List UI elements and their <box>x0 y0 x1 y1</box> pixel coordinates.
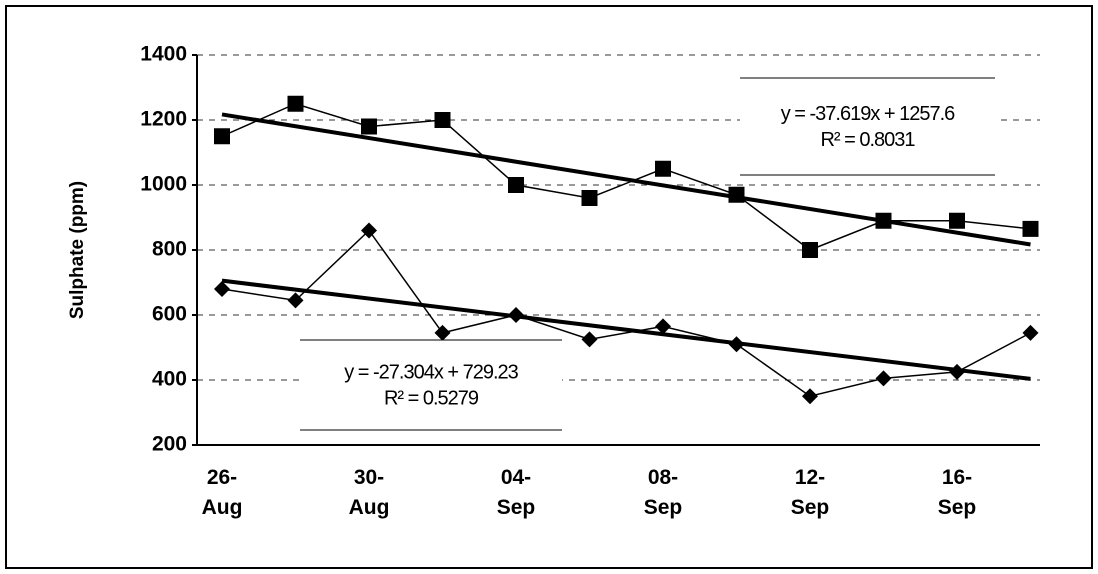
trendline-equation: R² = 0.5279 <box>384 387 479 409</box>
marker <box>949 363 965 380</box>
x-tick-label: 26- Aug <box>201 466 243 519</box>
trendline <box>221 112 1031 247</box>
y-tick-label: 600 <box>152 303 187 326</box>
marker <box>802 242 818 258</box>
y-tick-label: 800 <box>152 238 187 261</box>
y-tick-label: 1400 <box>140 43 187 66</box>
marker <box>434 324 451 341</box>
trendline-equation: R² = 0.8031 <box>820 129 915 151</box>
trendline-equation: y = -27.304x + 729.23 <box>344 361 518 383</box>
marker <box>655 160 671 177</box>
x-tick-label: 08- Sep <box>643 466 683 519</box>
frame <box>5 5 1093 569</box>
x-tick-label: 12- Sep <box>790 466 830 519</box>
marker <box>508 177 524 193</box>
y-tick-label: 400 <box>152 368 187 391</box>
x-tick-label: 30- Aug <box>348 466 390 519</box>
marker <box>214 281 230 297</box>
marker <box>1022 324 1039 341</box>
marker <box>875 212 892 229</box>
y-tick-label: 1200 <box>140 108 187 131</box>
series-line <box>221 229 1031 398</box>
trendline <box>221 278 1031 381</box>
marker <box>802 388 818 405</box>
series-line <box>221 102 1031 251</box>
trendline-equation: y = -37.619x + 1257.6 <box>781 103 955 125</box>
marker <box>728 336 745 353</box>
marker <box>655 318 671 335</box>
marker <box>1022 220 1039 237</box>
x-tick-label: 04- Sep <box>496 466 536 519</box>
marker <box>581 190 598 206</box>
marker <box>287 95 304 112</box>
marker <box>361 222 377 239</box>
y-tick-label: 200 <box>152 433 187 456</box>
marker <box>728 186 745 203</box>
marker <box>287 292 304 309</box>
marker <box>508 307 524 323</box>
marker <box>949 212 965 229</box>
marker <box>581 331 598 348</box>
label-box <box>740 78 995 175</box>
y-axis-label: Sulphate (ppm) <box>67 181 88 319</box>
marker <box>361 118 377 135</box>
label-box <box>300 340 562 430</box>
x-tick-label: 16- Sep <box>937 466 977 519</box>
marker <box>214 128 230 145</box>
marker <box>875 370 892 387</box>
y-tick-label: 1000 <box>140 173 187 196</box>
marker <box>434 112 451 128</box>
